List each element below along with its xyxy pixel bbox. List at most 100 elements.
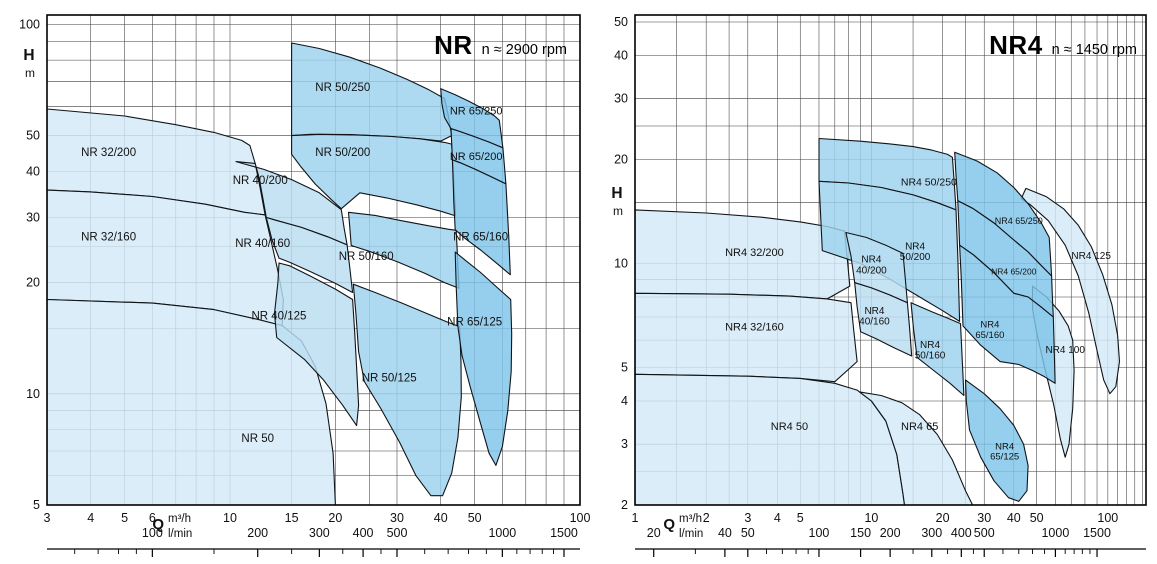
region-label-nr4-65-160: NR4 65/160 (975, 320, 1004, 341)
region-nr-65-160 (451, 159, 511, 276)
region-label-nr-65-160: NR 65/160 (453, 231, 508, 243)
x-axis-unit-top: m³/h (168, 513, 191, 525)
pump-label-nr4-100: NR4 100 (1045, 345, 1085, 356)
region-label-nr-40-200: NR 40/200 (233, 175, 288, 187)
region-layer (635, 137, 1121, 505)
y-axis-unit: m (25, 66, 35, 80)
region-label-nr-50-250: NR 50/250 (315, 82, 370, 94)
region-label-nr4-65-200: NR4 65/200 (991, 266, 1037, 276)
plot-border (46, 14, 581, 506)
y-tick-label: 50 (26, 129, 40, 143)
region-label-nr-65-250: NR 65/250 (450, 106, 503, 118)
pump-label-nr4-125: NR4 125 (1071, 251, 1111, 262)
x-tick-label: 20 (936, 511, 950, 525)
x-tick-label: 30 (977, 511, 991, 525)
lmin-tick-label: 200 (247, 526, 268, 540)
region-label-nr4-32-160: NR4 32/160 (725, 321, 784, 333)
pump-label-nr4-50: NR4 50 (771, 421, 808, 433)
region-nr4-65-125 (964, 379, 1029, 502)
y-tick-label: 40 (614, 49, 628, 63)
region-label-nr-32-160: NR 32/160 (81, 231, 136, 243)
axis-layer: 5 10 20 30 40 50 100 3 4 5 6 10 15 20 30 40 50 100 Hm Q m³/h… (19, 17, 590, 540)
y-axis-label: H (611, 185, 622, 202)
y-tick-label: 20 (26, 276, 40, 290)
lmin-tick-label: 50 (741, 526, 755, 540)
region-label-nr4-40-160: NR4 40/160 (859, 306, 890, 328)
lmin-tick-label: 20 (647, 526, 661, 540)
lmin-tick-label: 1000 (1041, 526, 1069, 540)
region-nr-40-160 (265, 216, 354, 294)
y-tick-label: 50 (614, 15, 628, 29)
y-tick-label: 20 (614, 153, 628, 167)
lmin-tick-label: 300 (309, 526, 330, 540)
lmin-tick-label: 40 (718, 526, 732, 540)
lmin-tick-label: 150 (850, 526, 871, 540)
x-tick-label: 100 (570, 511, 591, 525)
lmin-tick-label: 100 (142, 526, 163, 540)
chart-nr4: NR4 32/200 NR4 32/160 NR4 50/250 NR4 50/200 N… (611, 14, 1147, 557)
region-layer (47, 42, 513, 505)
x-axis-unit-bottom: l/min (679, 528, 703, 540)
x-tick-label: 5 (797, 511, 804, 525)
x-tick-label: 40 (1007, 511, 1021, 525)
region-label-nr-65-200: NR 65/200 (450, 151, 503, 163)
region-label-layer: NR 32/200 NR 32/160 NR 40/200 NR 40/160 NR 4… (81, 82, 508, 445)
lmin-tick-label: 400 (951, 526, 972, 540)
x-axis-unit-bottom: l/min (168, 528, 192, 540)
region-label-nr-50-200: NR 50/200 (315, 147, 370, 159)
region-nr4-40-160 (854, 282, 913, 357)
y-tick-label: 5 (33, 498, 40, 512)
x-tick-label: 40 (434, 511, 448, 525)
x-tick-label: 100 (1097, 511, 1118, 525)
series-name-nr: NR (434, 30, 473, 60)
region-nr4-65-region (858, 391, 974, 505)
x-axis-unit-top: m³/h (679, 513, 702, 525)
lmin-tick-label: 400 (353, 526, 374, 540)
x-tick-label: 2 (703, 511, 710, 525)
lmin-tick-label: 500 (387, 526, 408, 540)
region-nr4-125-region (1020, 187, 1121, 395)
lmin-tick-label: 1500 (1083, 526, 1111, 540)
x-tick-label: 3 (44, 511, 51, 525)
region-label-nr4-32-200: NR4 32/200 (725, 247, 784, 259)
speed-label-nr4: n ≈ 1450 rpm (1051, 42, 1137, 58)
speed-label-nr: n ≈ 2900 rpm (481, 42, 567, 58)
series-name-nr4: NR4 (989, 30, 1043, 60)
region-label-nr4-65-250: NR4 65/250 (995, 216, 1043, 226)
region-label-nr-50-160: NR 50/160 (339, 251, 394, 263)
region-nr4-65-160 (959, 244, 1056, 384)
region-nr-50-200 (291, 133, 457, 217)
y-axis-label: H (23, 47, 34, 64)
y-tick-label: 10 (614, 257, 628, 271)
chart-nr: NR 32/200 NR 32/160 NR 40/200 NR 40/160 NR 4… (19, 14, 590, 557)
x-tick-label: 50 (1030, 511, 1044, 525)
y-tick-label: 3 (621, 437, 628, 451)
y-tick-label: 10 (26, 387, 40, 401)
pump-label-nr4-65: NR4 65 (901, 421, 938, 433)
region-label-nr-65-125: NR 65/125 (447, 317, 502, 329)
region-label-nr-40-125: NR 40/125 (251, 310, 306, 322)
lmin-tick-label: 300 (921, 526, 942, 540)
region-label-nr4-65-125: NR4 65/125 (990, 441, 1019, 462)
lmin-axis: 100 200 300 400 500 1000 1500 (47, 526, 580, 557)
region-nr-50-125 (352, 283, 462, 497)
region-label-nr4-50-250: NR4 50/250 (901, 177, 957, 189)
x-tick-label: 3 (744, 511, 751, 525)
region-label-nr-32-200: NR 32/200 (81, 147, 136, 159)
chart-title-nr: NR n ≈ 2900 rpm (434, 30, 567, 61)
x-axis-label: Q (152, 516, 164, 533)
y-tick-label: 4 (621, 394, 628, 408)
y-tick-label: 30 (26, 211, 40, 225)
x-tick-label: 20 (328, 511, 342, 525)
region-label-nr-40-160: NR 40/160 (235, 238, 290, 250)
region-nr-65-125 (454, 251, 513, 466)
plot-border (634, 14, 1147, 506)
chart-title-nr4: NR4 n ≈ 1450 rpm (989, 30, 1137, 61)
y-tick-label: 5 (621, 361, 628, 375)
x-tick-label: 10 (223, 511, 237, 525)
x-tick-label: 4 (87, 511, 94, 525)
y-tick-label: 100 (19, 17, 40, 31)
lmin-tick-label: 100 (809, 526, 830, 540)
